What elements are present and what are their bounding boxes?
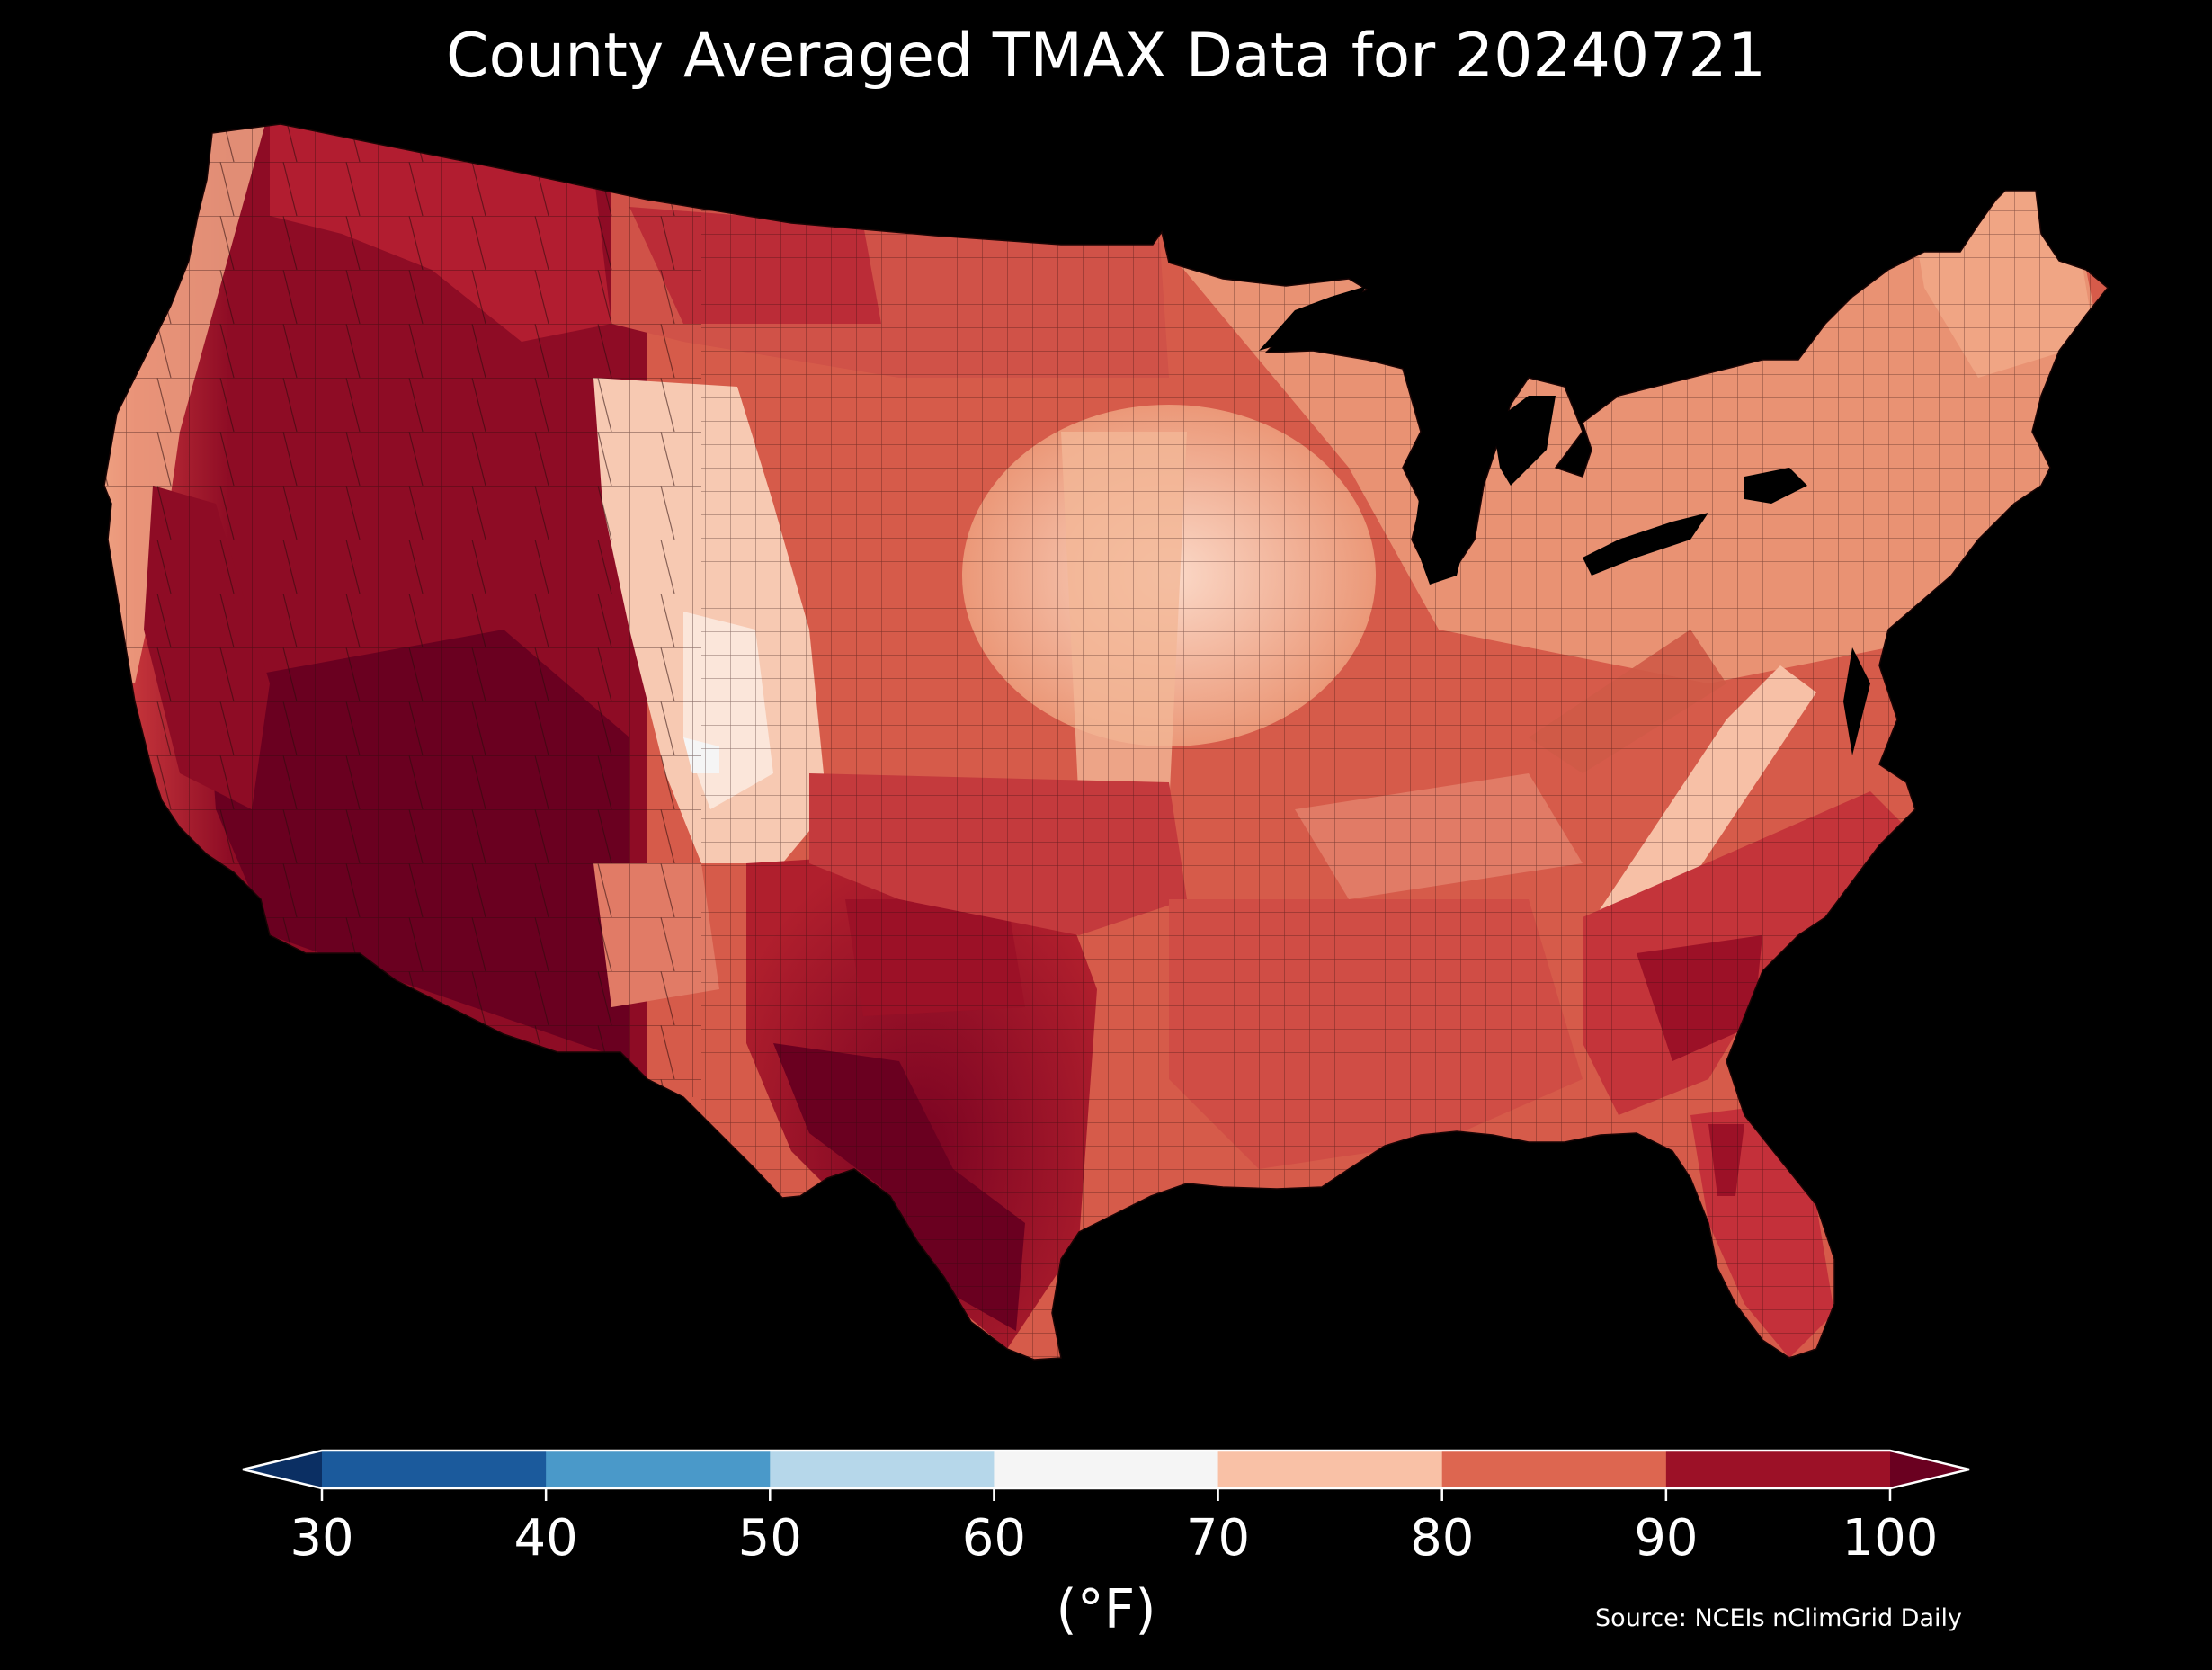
colorbar xyxy=(242,1449,1970,1501)
great-lakes xyxy=(1259,286,1807,585)
colorbar-tick-label: 100 xyxy=(1842,1509,1939,1567)
colorbar-tick-label: 80 xyxy=(1410,1509,1475,1567)
map-fill xyxy=(104,124,2108,1360)
colorbar-tick-label: 50 xyxy=(737,1509,802,1567)
colorbar-bin-80-90 xyxy=(1441,1451,1667,1488)
colorbar-unit-label: (°F) xyxy=(1056,1578,1156,1641)
colorbar-extend-low xyxy=(243,1451,322,1488)
colorbar-tick-label: 90 xyxy=(1634,1509,1699,1567)
chesapeake-bay xyxy=(1843,647,1870,755)
colorbar-extend-high xyxy=(1890,1451,1969,1488)
map-title: County Averaged TMAX Data for 20240721 xyxy=(446,21,1766,92)
colorbar-bin-40-50 xyxy=(546,1451,771,1488)
colorbar-bin-60-70 xyxy=(994,1451,1219,1488)
colorbar-bin-30-40 xyxy=(322,1451,547,1488)
colorbar-tick-label: 30 xyxy=(290,1509,354,1567)
source-note: Source: NCEIs nClimGrid Daily xyxy=(1595,1604,1962,1632)
colorbar-tick-label: 40 xyxy=(513,1509,578,1567)
colorbar-tick-label: 60 xyxy=(961,1509,1027,1567)
colorbar-bin-70-80 xyxy=(1217,1451,1443,1488)
colorbar-bin-90-100 xyxy=(1665,1451,1891,1488)
colorbar-tick-label: 70 xyxy=(1185,1509,1251,1567)
colorbar-bin-50-60 xyxy=(770,1451,995,1488)
